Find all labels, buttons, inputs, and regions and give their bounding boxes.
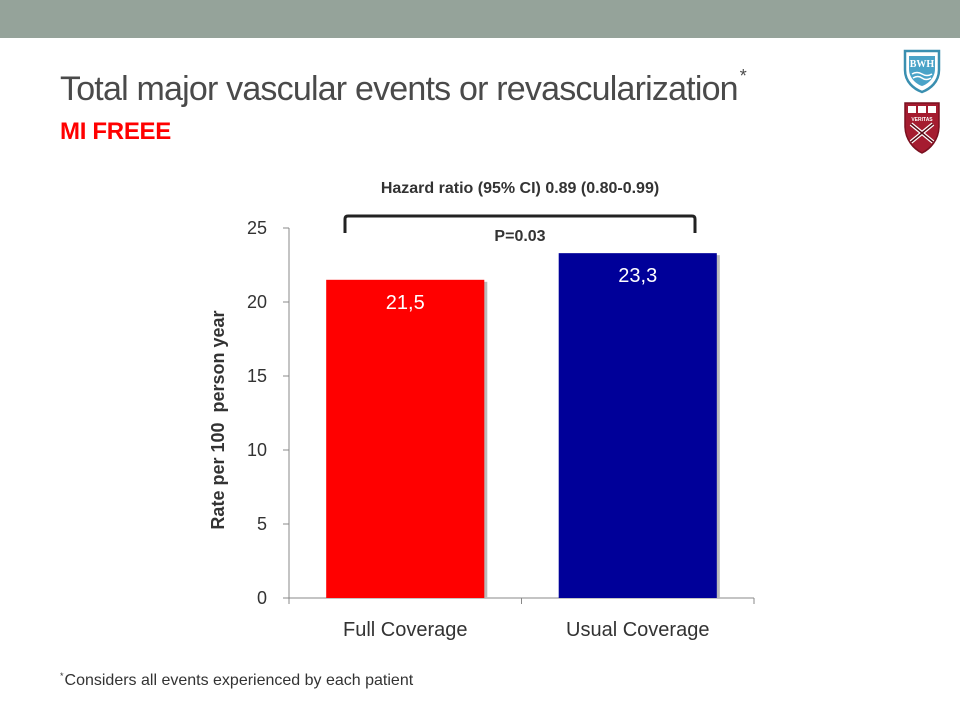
top-band bbox=[0, 0, 960, 38]
y-tick-label: 25 bbox=[247, 218, 267, 238]
y-tick-label: 20 bbox=[247, 292, 267, 312]
bar-value-label: 23,3 bbox=[618, 265, 657, 287]
p-value-annotation: P=0.03 bbox=[494, 228, 545, 245]
bwh-logo: BWH bbox=[903, 49, 941, 94]
y-axis-title: Rate per 100 person year bbox=[208, 310, 228, 529]
bar bbox=[558, 253, 717, 598]
footnote-marker: * bbox=[60, 671, 64, 681]
hazard-ratio-annotation: Hazard ratio (95% CI) 0.89 (0.80-0.99) bbox=[381, 180, 659, 197]
footnote: *Considers all events experienced by eac… bbox=[60, 671, 414, 690]
bars bbox=[326, 253, 720, 598]
slide-title-text: Total major vascular events or revascula… bbox=[60, 70, 739, 108]
title-footnote-marker: * bbox=[739, 66, 747, 86]
y-tick-label: 10 bbox=[247, 440, 267, 460]
bar-value-label: 21,5 bbox=[386, 292, 425, 314]
harvard-logo: VERITAS bbox=[904, 102, 940, 154]
slide-title: Total major vascular events or revascula… bbox=[60, 66, 747, 109]
y-tick-label: 15 bbox=[247, 366, 267, 386]
y-tick-label: 0 bbox=[257, 588, 267, 608]
y-axis: 0 5 10 15 20 25 bbox=[247, 218, 290, 608]
harvard-logo-text: VERITAS bbox=[911, 117, 933, 123]
x-tick-label: Full Coverage bbox=[343, 619, 468, 641]
slide-subtitle: MI FREEE bbox=[60, 118, 171, 145]
bar-value-labels: 21,5 23,3 bbox=[386, 265, 657, 314]
x-axis: Full Coverage Usual Coverage bbox=[288, 597, 755, 641]
bwh-logo-text: BWH bbox=[910, 59, 935, 70]
bar bbox=[326, 279, 485, 598]
significance-bracket bbox=[343, 214, 697, 233]
footnote-text: Considers all events experienced by each… bbox=[64, 672, 414, 689]
x-tick-label: Usual Coverage bbox=[566, 619, 709, 641]
y-tick-label: 5 bbox=[257, 514, 267, 534]
